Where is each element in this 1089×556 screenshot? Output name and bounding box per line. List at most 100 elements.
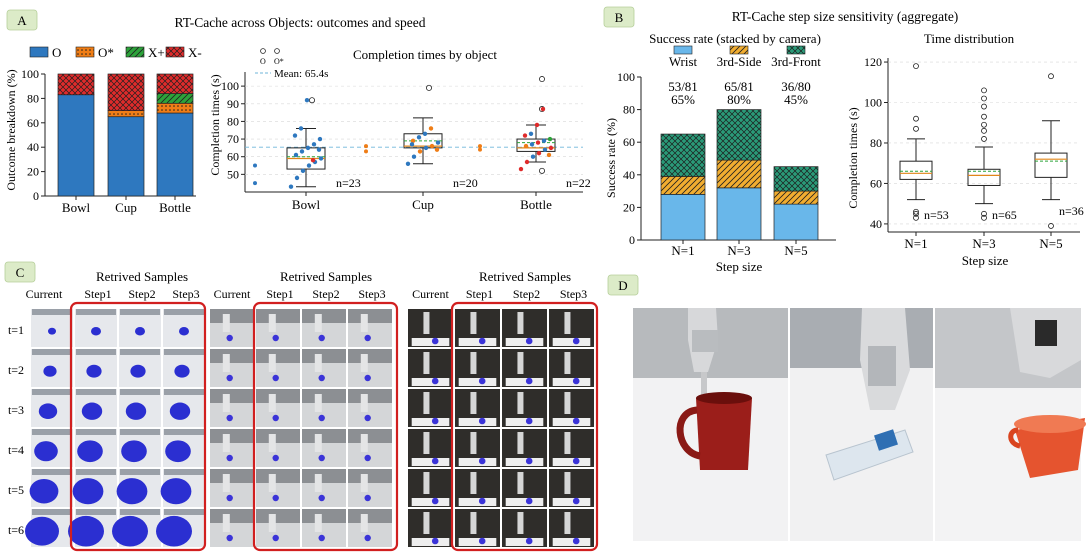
robot-arm [517, 392, 524, 414]
retrieved-samples-header: Retrived Samples [96, 269, 188, 284]
step-header: Step3 [172, 287, 199, 301]
blue-object [478, 497, 486, 505]
panel-d-badge: D [607, 274, 639, 296]
robot-arm [314, 394, 322, 412]
photo-bottle [790, 308, 933, 541]
svg-text:D: D [618, 278, 627, 293]
outlier [1048, 73, 1054, 80]
data-point [523, 143, 529, 149]
bar-segment-Wrist [716, 187, 762, 241]
tile-top [302, 349, 346, 363]
data-point [300, 168, 306, 174]
tile-top [164, 349, 204, 355]
box [1034, 152, 1068, 178]
blue-object [272, 534, 279, 542]
y-tick-label: 60 [870, 176, 882, 190]
panel-c-badge: C [4, 261, 36, 283]
blue-object [318, 534, 325, 542]
side-point [253, 163, 257, 168]
data-point [305, 145, 311, 151]
robot-arm [314, 314, 322, 332]
y-tick-label: 20 [27, 165, 39, 179]
y-tick-label: 20 [623, 200, 635, 214]
tile-top [164, 389, 204, 395]
table-top [458, 338, 497, 346]
robot-arm [360, 394, 368, 412]
robot-arm [360, 314, 368, 332]
tile-top [164, 429, 204, 435]
robot-arm [564, 472, 571, 494]
boxes [253, 76, 556, 189]
data-point [434, 147, 440, 152]
blue-object [272, 334, 279, 342]
y-tick-label: 90 [227, 97, 239, 111]
y-tick-label: 70 [227, 132, 239, 146]
row-label: t=5 [8, 483, 24, 497]
tile-top [120, 469, 160, 475]
robot-arm [314, 434, 322, 452]
data-point [422, 131, 428, 136]
blue-object [174, 364, 190, 378]
data-point [306, 163, 312, 168]
tile-top [302, 509, 346, 523]
robot-arm [423, 472, 430, 494]
table-top [552, 378, 591, 386]
table-top [552, 338, 591, 346]
blue-object [165, 440, 191, 463]
svg-text:C: C [16, 265, 25, 280]
y-axis-label: Completion times (s) [208, 74, 222, 175]
n-label: n=53 [924, 208, 949, 222]
blue-object [364, 414, 371, 422]
row-label: t=3 [8, 403, 24, 417]
blue-object [226, 454, 233, 462]
data-point [546, 152, 552, 158]
table-top [552, 538, 591, 546]
robot-arm [314, 474, 322, 492]
blue-object [226, 534, 233, 542]
y-tick-label: 80 [227, 114, 239, 128]
tile-top [302, 309, 346, 323]
outlier [913, 63, 919, 69]
tile-top [256, 349, 300, 363]
data-point [548, 145, 554, 151]
x-tick-label: Cup [115, 200, 137, 215]
legend-hatch [76, 47, 94, 57]
y-tick-label: 40 [870, 217, 882, 231]
table-top [411, 458, 450, 466]
bar-hatch [661, 134, 705, 177]
tile-top [164, 309, 204, 315]
data-point [294, 175, 300, 181]
legend-mean-label: Mean: 65.4s [274, 68, 328, 80]
data-point [318, 156, 324, 161]
table-top [458, 498, 497, 506]
percent-label: 65% [671, 92, 695, 107]
robot-arm [222, 514, 230, 532]
y-axis-label: Outcome breakdown (%) [4, 69, 18, 190]
n-label: n=65 [992, 208, 1017, 222]
robot-arm [268, 434, 276, 452]
robot-arm [470, 352, 477, 374]
data-point [292, 133, 298, 138]
tile-top [348, 349, 392, 363]
robot-arm [222, 434, 230, 452]
blue-object [38, 403, 58, 420]
current-header: Current [214, 287, 251, 301]
blue-object [160, 478, 192, 505]
table-top [458, 378, 497, 386]
data-point [405, 161, 411, 166]
step-header: Step1 [466, 287, 493, 301]
blue-object [116, 478, 148, 505]
y-tick-label: 100 [617, 70, 635, 84]
blue-object [478, 337, 486, 345]
blue-object [156, 515, 192, 547]
step-header: Step2 [312, 287, 339, 301]
outlier [981, 113, 987, 120]
x-tick-label: N=1 [904, 236, 927, 251]
legend-label: Wrist [669, 54, 698, 69]
data-point [293, 152, 299, 158]
blue-object [431, 377, 439, 385]
tile-top [164, 469, 204, 475]
robot-arm [564, 432, 571, 454]
outcome-breakdown-chart: Outcome breakdown (%) O O* X+ X- 0 20 40 60 80 1… [4, 45, 202, 215]
